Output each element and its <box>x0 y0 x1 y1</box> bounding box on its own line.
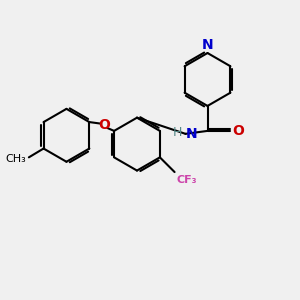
Text: CH₃: CH₃ <box>5 154 26 164</box>
Text: H: H <box>172 126 182 139</box>
Text: N: N <box>202 38 213 52</box>
Text: N: N <box>185 128 197 141</box>
Text: O: O <box>98 118 110 132</box>
Text: O: O <box>232 124 244 138</box>
Text: CF₃: CF₃ <box>176 175 196 185</box>
